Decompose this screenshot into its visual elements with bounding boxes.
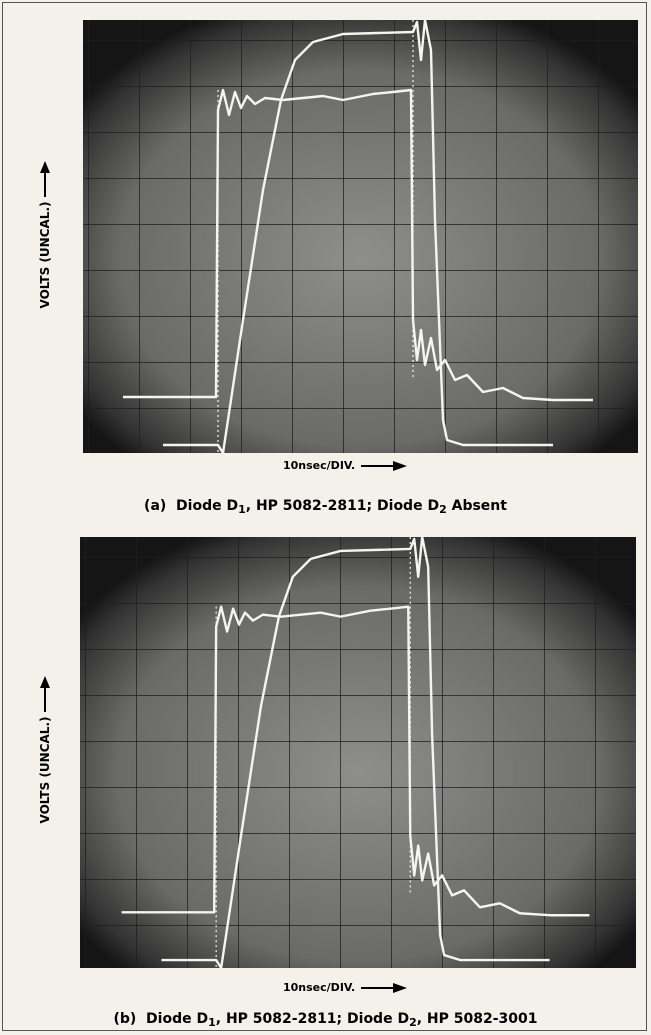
x-axis-label: 10nsec/DIV. [283,459,408,472]
caption-text: Diode D [176,498,239,514]
arrow [361,460,408,471]
caption-text: Absent [446,498,507,514]
arrow [40,161,50,198]
caption-text: Diode D [146,1011,209,1027]
y-label-text: VOLTS (UNCAL.) [38,716,52,824]
x-label-text: 10nsec/DIV. [283,981,356,994]
caption-text: , HP 5082-2811; Diode D [245,498,440,514]
scope-photo [83,20,638,453]
subscript: 1 [208,1016,216,1029]
arrow [40,676,50,713]
arrow [361,982,408,993]
y-axis-label: VOLTS (UNCAL.) [35,650,55,850]
caption-label: (b) [113,1011,137,1027]
y-axis-label: VOLTS (UNCAL.) [35,135,55,335]
x-label-text: 10nsec/DIV. [283,459,356,472]
scope-photo [80,537,636,968]
caption-text: , HP 5082-2811; Diode D [215,1011,410,1027]
y-label-text: VOLTS (UNCAL.) [38,201,52,309]
caption: (a) Diode D1, HP 5082-2811; Diode D2 Abs… [0,498,651,516]
subscript: 2 [409,1016,417,1029]
caption-text: , HP 5082-3001 [416,1011,538,1027]
subscript: 1 [238,503,246,516]
caption-label: (a) [144,498,167,514]
x-axis-label: 10nsec/DIV. [283,981,408,994]
caption: (b) Diode D1, HP 5082-2811; Diode D2, HP… [0,1011,651,1029]
subscript: 2 [439,503,447,516]
